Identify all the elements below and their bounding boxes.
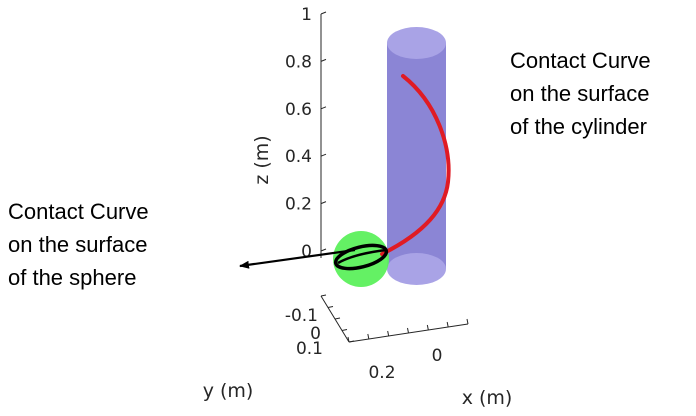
x-tick-mark <box>387 330 390 337</box>
y-tick-mark <box>348 340 355 343</box>
z-tick-mark <box>320 106 327 110</box>
cylinder <box>387 27 446 285</box>
sphere-contact-loop-inner <box>337 248 387 265</box>
cylinder-contact-curve <box>380 74 451 256</box>
z-tick-mark <box>320 153 327 157</box>
cylinder-annotation: Contact Curve on the surface of the cyli… <box>510 44 651 143</box>
sphere-annotation-line-3: of the sphere <box>8 265 137 290</box>
y-tick-mark <box>334 317 341 320</box>
cylinder-bottom-cap <box>387 253 446 285</box>
z-tick-label: 0.4 <box>285 147 312 167</box>
cylinder-annotation-line-2: on the surface <box>510 81 650 106</box>
axis-ticks: 00.20.40.60.81-0.100.10.20 <box>285 5 469 383</box>
x-tick-mark <box>407 327 409 334</box>
sphere-annotation: Contact Curve on the surface of the sphe… <box>8 195 149 294</box>
cylinder-annotation-line-1: Contact Curve <box>510 48 651 73</box>
z-tick-label: 1 <box>301 5 312 25</box>
x-tick-mark <box>446 321 449 328</box>
z-tick-label: 0 <box>301 242 312 262</box>
x-tick-label: 0 <box>432 346 443 366</box>
y-tick-mark <box>327 306 334 308</box>
y-tick-label: 0 <box>310 324 321 344</box>
z-tick-mark <box>320 11 327 15</box>
y-axis-label: y (m) <box>203 380 254 402</box>
z-tick-mark <box>320 248 327 252</box>
z-tick-mark <box>320 201 327 205</box>
cylinder-body <box>387 43 446 269</box>
cylinder-annotation-line-3: of the cylinder <box>510 114 647 139</box>
z-tick-label: 0.2 <box>285 195 312 215</box>
sphere-contact-loop <box>333 243 389 271</box>
sphere-contact-curve <box>333 243 389 271</box>
cylinder-top-cap <box>387 27 446 59</box>
x-tick-mark <box>347 336 350 343</box>
sphere-annotation-line-2: on the surface <box>8 232 148 257</box>
y-tick-mark <box>320 294 327 297</box>
x-tick-mark <box>466 318 469 325</box>
x-tick-mark <box>367 333 370 340</box>
z-tick-label: 0.8 <box>285 52 312 72</box>
y-tick-label: 0.1 <box>296 339 323 359</box>
z-tick-label: 0.6 <box>285 100 312 120</box>
y-tick-mark <box>341 329 348 331</box>
x-tick-mark <box>426 324 429 331</box>
x-axis-label: x (m) <box>462 387 513 409</box>
y-tick-label: -0.1 <box>285 306 318 326</box>
annotation-arrow <box>239 248 356 269</box>
x-tick-label: 0.2 <box>368 363 395 383</box>
sphere-annotation-line-1: Contact Curve <box>8 199 149 224</box>
z-axis-label: z (m) <box>251 135 273 184</box>
z-tick-mark <box>320 58 327 62</box>
